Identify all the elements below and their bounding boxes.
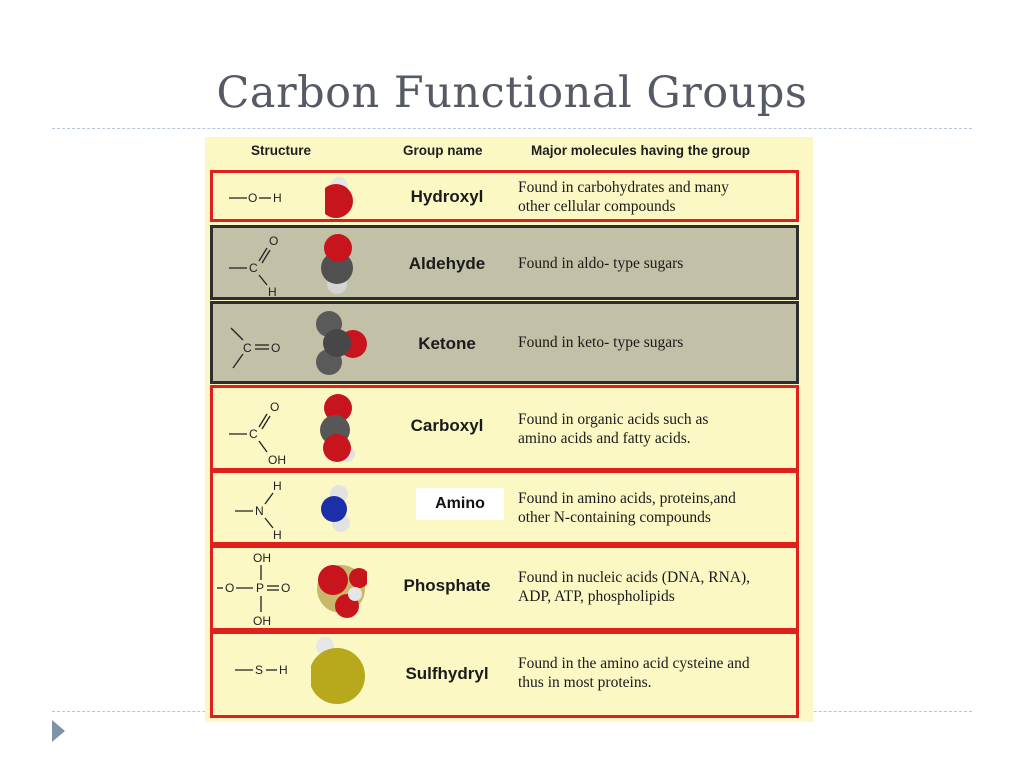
title-divider	[52, 128, 972, 129]
atom-label: O	[271, 341, 280, 355]
header-group-name: Group name	[403, 143, 483, 158]
group-name: Carboxyl	[410, 416, 484, 435]
slide-title: Carbon Functional Groups	[216, 68, 808, 118]
hydroxyl-space-filling-model	[311, 173, 353, 219]
table-row-ketone: C O Ketone Found in keto- type sugars	[210, 301, 799, 384]
triangle-bullet-icon[interactable]	[52, 720, 65, 742]
sulfhydryl-structure-formula: S H	[235, 663, 288, 677]
atom-label: OH	[253, 551, 271, 565]
atom-label: O	[270, 400, 279, 414]
group-description: Found in amino acids, proteins,and other …	[518, 490, 736, 526]
atom-label: O	[269, 234, 278, 248]
group-description: Found in keto- type sugars	[518, 334, 684, 351]
atom-label: O	[225, 581, 234, 595]
aldehyde-space-filling-model	[321, 234, 353, 294]
atom-label: H	[279, 663, 288, 677]
group-name: Phosphate	[403, 576, 491, 595]
atom-label: C	[243, 341, 252, 355]
atom-label: C	[249, 261, 258, 275]
atom-label: H	[273, 191, 282, 205]
table-row-sulfhydryl: S H Sulfhydryl Found in the amino acid c…	[210, 631, 799, 718]
group-name: Hydroxyl	[410, 187, 484, 206]
table-row-hydroxyl: O H Hydroxyl Found in carbohydrates and …	[210, 170, 799, 222]
aldehyde-structure-formula: C O H	[229, 234, 278, 297]
sulfhydryl-space-filling-model	[311, 637, 365, 704]
table-row-aldehyde: C O H Aldehyde Found in aldo- type sugar…	[210, 225, 799, 300]
amino-structure-formula: N H H	[235, 479, 282, 542]
carboxyl-space-filling-model	[320, 394, 355, 462]
atom-label: S	[255, 663, 263, 677]
atom-label: O	[281, 581, 290, 595]
atom-label: H	[273, 479, 282, 493]
ketone-space-filling-model	[316, 311, 367, 375]
group-name: Aldehyde	[408, 254, 486, 273]
atom-label: OH	[268, 453, 286, 467]
table-row-amino: N H H Amino Found in amino acids, protei…	[210, 470, 799, 545]
table-row-carboxyl: C O OH Carboxyl Found in organic acids s…	[210, 385, 799, 471]
amino-label-box: Amino	[416, 488, 504, 520]
atom-label: H	[273, 528, 282, 542]
header-structure: Structure	[251, 143, 312, 158]
group-name: Ketone	[418, 334, 476, 353]
atom-label: H	[268, 285, 277, 297]
amino-space-filling-model	[321, 485, 350, 532]
phosphate-structure-formula: OH O P O OH	[217, 551, 290, 628]
atom-label: N	[255, 504, 264, 518]
hydroxyl-structure-formula: O H	[229, 191, 282, 205]
header-molecules: Major molecules having the group	[531, 143, 751, 158]
atom-label: OH	[253, 614, 271, 628]
table-row-phosphate: OH O P O OH Phosphate Found in nucleic a…	[210, 545, 799, 631]
functional-groups-table: Structure Group name Major molecules hav…	[205, 137, 813, 722]
group-description: Found in carbohydrates and many other cel…	[518, 179, 729, 215]
group-description: Found in the amino acid cysteine and thus…	[518, 655, 750, 691]
atom-label: C	[249, 427, 258, 441]
group-name: Sulfhydryl	[405, 664, 489, 683]
ketone-structure-formula: C O	[230, 327, 280, 369]
group-name: Amino	[435, 495, 485, 512]
group-description: Found in aldo- type sugars	[518, 255, 684, 272]
group-description: Found in organic acids such as amino acid…	[518, 411, 709, 447]
atom-label: P	[256, 581, 264, 595]
phosphate-space-filling-model	[317, 565, 367, 618]
group-description: Found in nucleic acids (DNA, RNA), ADP, A…	[518, 569, 751, 605]
carboxyl-structure-formula: C O OH	[229, 400, 286, 467]
atom-label: O	[248, 191, 257, 205]
